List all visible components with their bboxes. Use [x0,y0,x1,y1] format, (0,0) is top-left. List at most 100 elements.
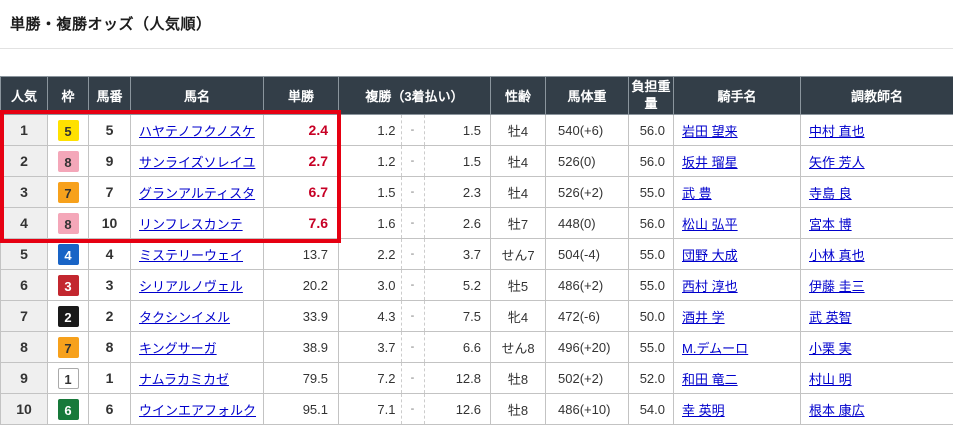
trainer-cell: 矢作 芳人 [800,145,953,177]
place-odds-range: 1.2 - 1.5 [340,146,490,176]
umaban-value: 8 [105,339,114,355]
horse-name-link[interactable]: シリアルノヴェル [139,278,243,294]
trainer-cell: 宮本 博 [800,207,953,239]
odds-table-body: 1 5 5 ハヤテノフクノスケ 2.4 1.2 - 1.5 牡4 540(+6)… [0,114,953,425]
load-weight-value: 56.0 [639,215,665,231]
horse-name-link[interactable]: ウインエアフォルク [139,402,257,418]
rank-cell: 5 [0,238,48,270]
waku-cell: 4 [47,238,89,270]
trainer-link[interactable]: 中村 直也 [809,123,865,139]
jockey-cell: 坂井 瑠星 [673,145,801,177]
win-odds-cell: 95.1 [263,393,339,425]
rank-cell: 8 [0,331,48,363]
horse-weight-cell: 486(+2) [545,269,629,301]
jockey-link[interactable]: 団野 大成 [682,247,738,263]
sex-age-value: せん7 [501,247,535,263]
trainer-link[interactable]: 武 英智 [809,309,852,325]
waku-cell: 2 [47,300,89,332]
place-odds-max: 3.7 [462,246,481,262]
jockey-link[interactable]: M.デムーロ [682,340,749,356]
jockey-link[interactable]: 武 豊 [682,185,712,201]
place-odds-min: 1.5 [377,184,396,200]
horse-weight-cell: 486(+10) [545,393,629,425]
place-odds-min: 4.3 [377,308,396,324]
table-row: 1 5 5 ハヤテノフクノスケ 2.4 1.2 - 1.5 牡4 540(+6)… [0,114,953,146]
trainer-link[interactable]: 小林 真也 [809,247,865,263]
place-odds-cell: 3.7 - 6.6 [338,331,491,363]
jockey-link[interactable]: 酒井 学 [682,309,725,325]
odds-table-wrap: 人気 枠 馬番 馬名 単勝 複勝（3着払い） 性齢 馬体重 負担重量 騎手名 調… [0,76,953,425]
horse-weight-cell: 504(-4) [545,238,629,270]
waku-badge: 7 [57,181,79,203]
load-weight-value: 52.0 [639,370,665,386]
table-row: 3 7 7 グランアルティスタ 6.7 1.5 - 2.3 牡4 526(+2)… [0,176,953,208]
horse-name-cell: リンフレスカンテ [130,207,264,239]
trainer-cell: 武 英智 [800,300,953,332]
horse-weight-cell: 472(-6) [545,300,629,332]
place-odds-max: 5.2 [462,277,481,293]
sex-age-cell: 牡5 [490,269,546,301]
umaban-value: 10 [101,215,118,231]
win-odds-value: 6.7 [308,184,328,200]
jockey-link[interactable]: 幸 英明 [682,402,725,418]
sex-age-cell: 牡8 [490,362,546,394]
horse-name-link[interactable]: リンフレスカンテ [139,216,243,232]
title-bar: 単勝・複勝オッズ（人気順） [0,0,953,49]
sex-age-value: 牡5 [507,278,529,294]
horse-weight-value: 496(+20) [558,339,611,355]
horse-weight-value: 448(0) [558,215,596,231]
trainer-cell: 村山 明 [800,362,953,394]
trainer-cell: 根本 康広 [800,393,953,425]
place-odds-cell: 7.2 - 12.8 [338,362,491,394]
trainer-link[interactable]: 寺島 良 [809,185,852,201]
place-odds-range: 1.2 - 1.5 [340,115,490,145]
jockey-link[interactable]: 岩田 望来 [682,123,738,139]
waku-cell: 8 [47,207,89,239]
table-row: 6 3 3 シリアルノヴェル 20.2 3.0 - 5.2 牡5 486(+2)… [0,269,953,301]
trainer-cell: 小栗 実 [800,331,953,363]
table-row: 5 4 4 ミステリーウェイ 13.7 2.2 - 3.7 せん7 504(-4… [0,238,953,270]
horse-name-link[interactable]: ハヤテノフクノスケ [139,123,255,139]
waku-cell: 3 [47,269,89,301]
jockey-link[interactable]: 坂井 瑠星 [682,154,738,170]
load-weight-value: 55.0 [639,339,665,355]
trainer-link[interactable]: 伊藤 圭三 [809,278,865,294]
load-weight-value: 54.0 [639,401,665,417]
umaban-value: 7 [105,184,114,200]
horse-weight-value: 526(0) [558,153,596,169]
trainer-link[interactable]: 宮本 博 [809,216,852,232]
umaban-cell: 7 [88,176,131,208]
trainer-link[interactable]: 矢作 芳人 [809,154,865,170]
place-odds-range: 4.3 - 7.5 [340,301,490,331]
horse-name-link[interactable]: グランアルティスタ [139,185,256,201]
jockey-cell: 岩田 望来 [673,114,801,146]
horse-name-link[interactable]: キングサーガ [139,340,217,356]
waku-cell: 6 [47,393,89,425]
rank-value: 1 [20,122,28,138]
horse-name-link[interactable]: サンライズソレイユ [139,154,256,170]
horse-name-link[interactable]: タクシンイメル [139,309,231,325]
trainer-link[interactable]: 村山 明 [809,371,852,387]
trainer-link[interactable]: 小栗 実 [809,340,852,356]
place-odds-min: 3.0 [377,277,396,293]
win-odds-cell: 33.9 [263,300,339,332]
waku-cell: 1 [47,362,89,394]
waku-badge: 8 [57,212,79,234]
horse-name-link[interactable]: ナムラカミカゼ [139,371,229,387]
sex-age-cell: 牡7 [490,207,546,239]
rank-cell: 2 [0,145,48,177]
jockey-link[interactable]: 和田 竜二 [682,371,738,387]
jockey-link[interactable]: 松山 弘平 [682,216,738,232]
horse-weight-cell: 526(0) [545,145,629,177]
horse-name-link[interactable]: ミステリーウェイ [139,247,244,263]
table-row: 4 8 10 リンフレスカンテ 7.6 1.6 - 2.6 牡7 448(0) … [0,207,953,239]
place-odds-max: 2.3 [462,184,481,200]
horse-name-cell: キングサーガ [130,331,264,363]
place-odds-cell: 2.2 - 3.7 [338,238,491,270]
horse-weight-value: 486(+2) [558,277,604,293]
trainer-link[interactable]: 根本 康広 [809,402,865,418]
sex-age-value: 牡7 [507,216,529,232]
umaban-cell: 6 [88,393,131,425]
jockey-link[interactable]: 西村 淳也 [682,278,738,294]
load-weight-value: 55.0 [639,184,665,200]
